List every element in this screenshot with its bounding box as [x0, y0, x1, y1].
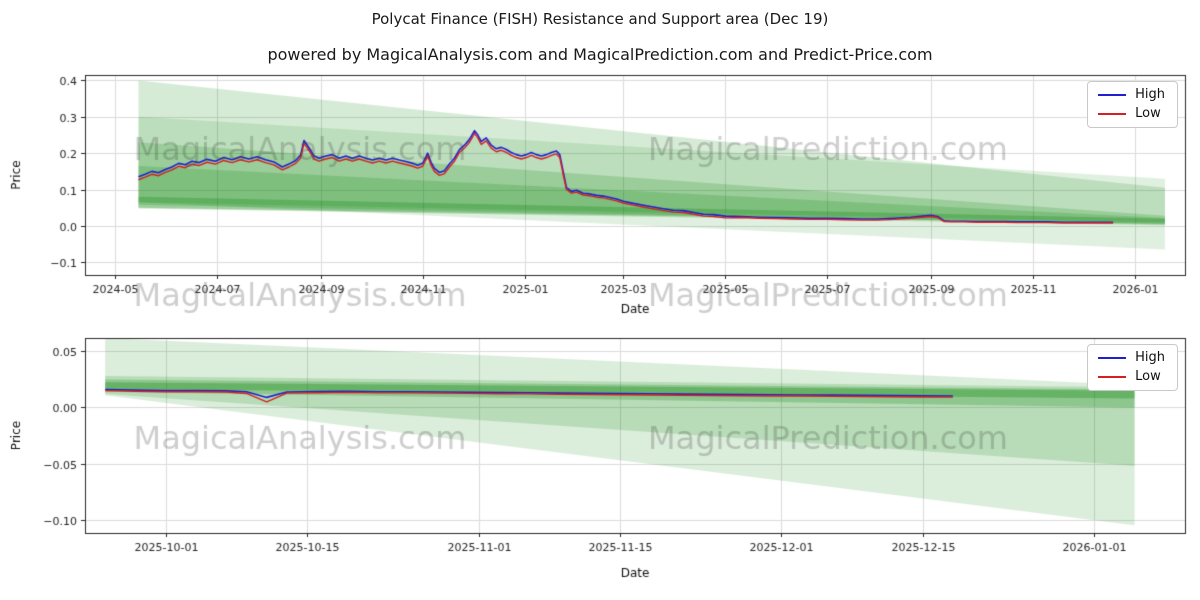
legend-bottom-chart: High Low	[1087, 344, 1178, 391]
legend-item-low: Low	[1098, 370, 1165, 384]
legend-label: Low	[1135, 106, 1161, 121]
high-line-sample-icon	[1098, 94, 1127, 96]
legend-label: High	[1135, 87, 1165, 102]
chart-title: Polycat Finance (FISH) Resistance and Su…	[371, 10, 829, 28]
legend-label: Low	[1135, 369, 1161, 384]
legend-label: High	[1135, 350, 1165, 365]
legend-item-high: High	[1098, 351, 1165, 365]
legend-top-chart: High Low	[1087, 81, 1178, 128]
chart-subtitle: powered by MagicalAnalysis.com and Magic…	[267, 45, 933, 64]
low-line-sample-icon	[1098, 376, 1127, 378]
legend-item-high: High	[1098, 88, 1165, 102]
legend-item-low: Low	[1098, 107, 1165, 121]
low-line-sample-icon	[1098, 113, 1127, 115]
high-line-sample-icon	[1098, 357, 1127, 359]
